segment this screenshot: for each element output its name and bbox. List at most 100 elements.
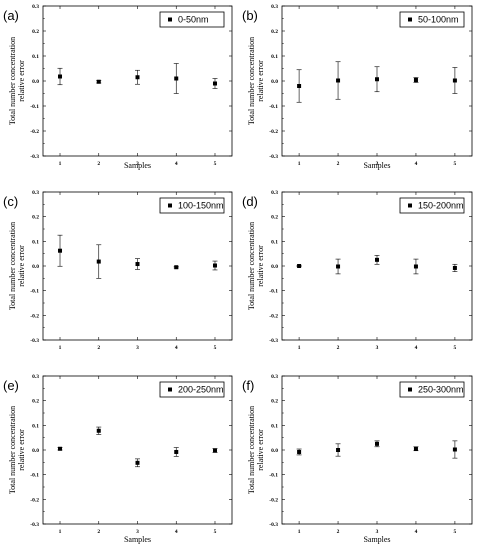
y-axis-title-line: relative error [256, 60, 265, 102]
legend-box [399, 197, 465, 214]
x-tick-label: 1 [59, 345, 62, 351]
y-tick-label: -0.2 [30, 497, 39, 503]
plot-frame [281, 375, 473, 525]
x-tick-label: 5 [214, 345, 217, 351]
y-tick-label: -0.1 [269, 104, 278, 110]
data-point [58, 248, 63, 253]
legend-label: 0-50nm [178, 15, 209, 25]
y-tick-label: -0.2 [269, 129, 278, 135]
data-point [413, 446, 418, 451]
y-tick-label: -0.2 [30, 129, 39, 135]
y-tick-label: 0.3 [32, 190, 39, 196]
x-tick-label: 3 [136, 161, 139, 167]
data-point [375, 77, 379, 82]
x-tick-label: 2 [97, 161, 100, 167]
legend-label: 150-200nm [418, 201, 464, 211]
x-tick-label: 4 [175, 345, 178, 351]
y-tick-label: 0.1 [32, 239, 39, 245]
y-tick-label: 0.0 [32, 79, 39, 85]
chart-panel-b: 0.3 0.2 0.1 0.0 -0.1 -0.2 -0.3 1 2 3 4 5 Samples Tota… [242, 4, 473, 170]
data-point [96, 259, 101, 264]
y-tick-label: 0.2 [271, 215, 278, 221]
y-axis-title-line: relative error [17, 60, 26, 102]
x-tick-label: 3 [136, 345, 139, 351]
legend-marker [408, 203, 412, 208]
legend-label: 100-150nm [178, 201, 224, 211]
data-point [174, 76, 179, 81]
y-tick-label: -0.1 [269, 473, 278, 479]
y-tick-label: 0.2 [271, 29, 278, 35]
panel-label: (e) [3, 378, 19, 393]
data-point [336, 78, 341, 83]
data-point [135, 262, 140, 267]
x-axis-title: Samples [363, 535, 390, 544]
x-tick-label: 4 [175, 161, 178, 167]
y-axis-title-line: Total number concentration [247, 222, 256, 310]
y-tick-label: 0.0 [271, 264, 278, 270]
y-tick-label: 0.3 [271, 190, 278, 196]
y-tick-label: 0.1 [32, 423, 39, 429]
y-tick-label: -0.1 [30, 104, 39, 110]
data-point [135, 460, 140, 465]
y-tick-label: -0.1 [30, 289, 39, 295]
legend-box [399, 381, 465, 398]
y-tick-label: 0.0 [32, 448, 39, 454]
legend-marker [408, 387, 412, 392]
y-tick-label: 0.2 [271, 399, 278, 405]
x-tick-label: 2 [97, 345, 100, 351]
data-point [58, 74, 63, 79]
data-point [375, 441, 379, 446]
y-axis-title-line: Total number concentration [247, 37, 256, 125]
y-tick-label: -0.3 [269, 338, 278, 344]
x-tick-label: 2 [337, 345, 340, 351]
data-point [375, 257, 379, 262]
legend-box [159, 11, 225, 28]
legend-marker [168, 203, 172, 208]
legend-label: 250-300nm [418, 385, 464, 395]
x-tick-label: 4 [415, 161, 418, 167]
data-point [297, 84, 302, 88]
x-tick-label: 5 [214, 529, 217, 535]
y-tick-label: 0.0 [32, 264, 39, 270]
y-tick-label: -0.3 [269, 522, 278, 528]
y-tick-label: -0.3 [30, 338, 39, 344]
x-tick-label: 1 [298, 529, 301, 535]
data-point [135, 75, 140, 80]
y-tick-label: -0.1 [269, 289, 278, 295]
y-axis-title-line: relative error [256, 245, 265, 287]
x-tick-label: 4 [415, 345, 418, 351]
y-tick-label: 0.0 [271, 448, 278, 454]
x-tick-label: 2 [337, 161, 340, 167]
data-point [174, 265, 179, 270]
x-tick-label: 5 [214, 161, 217, 167]
y-tick-label: -0.2 [269, 313, 278, 319]
x-tick-label: 4 [415, 529, 418, 535]
y-tick-label: 0.3 [271, 374, 278, 380]
x-tick-label: 1 [59, 529, 62, 535]
data-point [452, 78, 457, 83]
data-point [96, 428, 101, 433]
y-tick-label: 0.3 [271, 4, 278, 10]
y-tick-label: -0.2 [30, 313, 39, 319]
panel-label: (c) [3, 194, 18, 209]
x-axis-title: Samples [363, 161, 390, 170]
data-point [413, 78, 418, 82]
y-tick-label: 0.1 [271, 239, 278, 245]
y-tick-label: 0.0 [271, 79, 278, 85]
x-tick-label: 3 [136, 529, 139, 535]
data-point [58, 446, 63, 451]
data-point [297, 449, 302, 454]
legend-box [159, 197, 225, 214]
y-tick-label: -0.3 [269, 154, 278, 160]
x-tick-label: 3 [376, 161, 379, 167]
x-tick-label: 5 [454, 529, 457, 535]
y-tick-label: 0.1 [271, 54, 278, 60]
chart-panel-c: 0.3 0.2 0.1 0.0 -0.1 -0.2 -0.3 1 2 3 4 5 Total numbe… [3, 190, 233, 351]
x-tick-label: 3 [376, 529, 379, 535]
y-axis-title-line: Total number concentration [8, 222, 17, 310]
y-tick-label: 0.1 [271, 423, 278, 429]
data-point [336, 264, 341, 269]
y-tick-label: 0.2 [32, 215, 39, 221]
y-tick-label: 0.3 [32, 4, 39, 10]
